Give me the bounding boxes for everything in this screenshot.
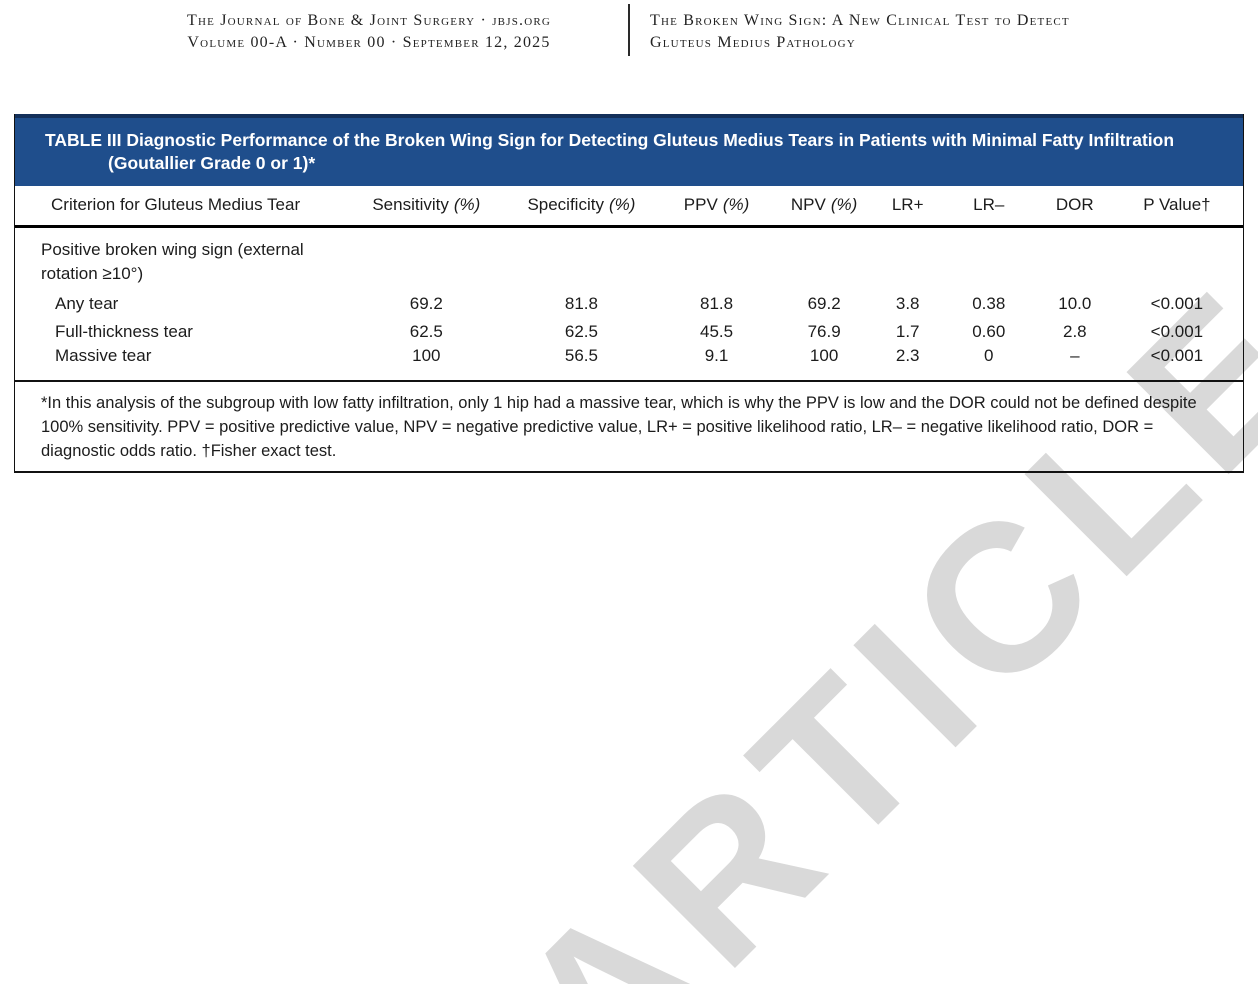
cell-value: 9.1 — [704, 345, 729, 365]
cell-value: 62.5 — [564, 321, 598, 341]
cell-value: 69.2 — [807, 293, 841, 313]
col-header-specificity: Specificity (%) — [501, 186, 662, 228]
running-head: The Journal of Bone & Joint Surgery · jb… — [0, 0, 1258, 70]
col-header-sensitivity: Sensitivity (%) — [351, 186, 502, 228]
cell-value: 81.8 — [699, 293, 734, 313]
journal-volume-line: Volume 00-A · Number 00 · September 12, … — [187, 34, 551, 51]
cell-value: – — [1070, 345, 1080, 365]
table-row: Any tear 69.2 81.8 81.8 69.2 3.8 0.38 10… — [15, 290, 1243, 318]
table-row: Massive tear 100 56.5 9.1 100 2.3 0 – <0… — [15, 346, 1243, 380]
cell-value: 76.9 — [807, 321, 841, 341]
cell-value: 10.0 — [1058, 293, 1092, 313]
table-iii: TABLE III Diagnostic Performance of the … — [14, 114, 1244, 473]
col-header-lr-plus: LR+ — [876, 186, 939, 228]
cell-value: 100 — [809, 345, 839, 365]
cell-value: 1.7 — [895, 321, 920, 341]
cell-value: 62.5 — [409, 321, 443, 341]
col-header-npv: NPV (%) — [771, 186, 877, 228]
row-label-massive-tear: Massive tear — [55, 345, 152, 365]
diagnostic-performance-table: Criterion for Gluteus Medius Tear Sensit… — [15, 186, 1243, 380]
article-title: The Broken Wing Sign: A New Clinical Tes… — [650, 10, 1240, 54]
cell-value: <0.001 — [1150, 293, 1204, 313]
cell-value: <0.001 — [1150, 321, 1204, 341]
cell-value: 0.38 — [972, 293, 1006, 313]
table-header-row: Criterion for Gluteus Medius Tear Sensit… — [15, 186, 1243, 228]
col-header-criterion: Criterion for Gluteus Medius Tear — [15, 186, 352, 228]
col-header-dor: DOR — [1038, 186, 1111, 228]
col-header-lr-minus: LR– — [938, 186, 1039, 228]
row-label-full-thickness-tear: Full-thickness tear — [55, 321, 193, 341]
cell-value: 45.5 — [699, 321, 734, 341]
cell-value: 0.60 — [972, 321, 1006, 341]
cell-value: 56.5 — [564, 345, 598, 365]
group-row: Positive broken wing sign (external rota… — [15, 226, 1243, 290]
col-header-ppv: PPV (%) — [661, 186, 772, 228]
article-title-line1: The Broken Wing Sign: A New Clinical Tes… — [650, 12, 1070, 29]
table-footnote: *In this analysis of the subgroup with l… — [15, 379, 1243, 471]
cell-value: 3.8 — [895, 293, 920, 313]
cell-value: 100 — [412, 345, 441, 365]
header-divider — [628, 4, 630, 56]
table-title-line1: TABLE III Diagnostic Performance of the … — [45, 130, 1175, 150]
table-row: Full-thickness tear 62.5 62.5 45.5 76.9 … — [15, 318, 1243, 346]
journal-name-line: The Journal of Bone & Joint Surgery · jb… — [186, 12, 552, 29]
cell-value: 69.2 — [409, 293, 443, 313]
group-row-label: Positive broken wing sign (external rota… — [41, 239, 304, 283]
table-title-bar: TABLE III Diagnostic Performance of the … — [15, 114, 1243, 186]
cell-value: 81.8 — [564, 293, 598, 313]
journal-masthead: The Journal of Bone & Joint Surgery · jb… — [128, 10, 610, 54]
cell-value: 0 — [984, 345, 994, 365]
col-header-p-value: P Value† — [1110, 186, 1243, 228]
cell-value: <0.001 — [1150, 345, 1204, 365]
cell-value: 2.8 — [1062, 321, 1087, 341]
cell-value: 2.3 — [895, 345, 920, 365]
table-title-line2: (Goutallier Grade 0 or 1)* — [108, 153, 316, 173]
row-label-any-tear: Any tear — [55, 293, 119, 313]
article-title-line2: Gluteus Medius Pathology — [650, 34, 856, 51]
